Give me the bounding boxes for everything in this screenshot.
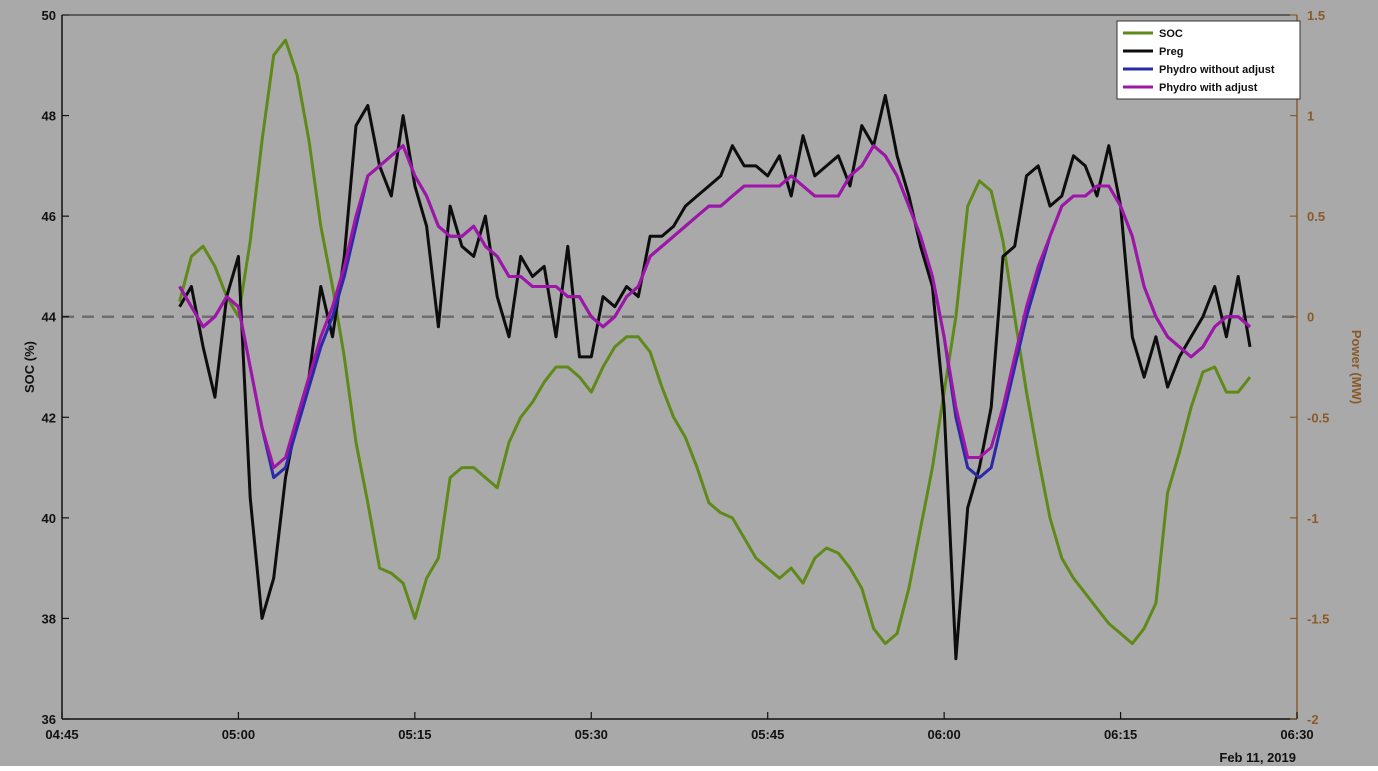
y-axis-right-label: Power (MW) <box>1349 330 1364 404</box>
series-line-soc <box>178 38 1252 646</box>
y-left-tick-label: 42 <box>42 410 56 425</box>
y-left-tick-label: 38 <box>42 611 56 626</box>
y-right-tick-label: 1 <box>1307 109 1314 124</box>
y-right-tick-label: 0 <box>1307 310 1314 325</box>
legend-label: Phydro without adjust <box>1159 64 1275 76</box>
legend: SOC Preg Phydro without adjust Phydro with … <box>1116 20 1301 100</box>
y-right-tick-label: -1 <box>1307 511 1319 526</box>
legend-label: Preg <box>1159 46 1183 58</box>
x-tick-label: 06:30 <box>1280 727 1313 742</box>
y-left-tick-label: 40 <box>42 511 56 526</box>
x-tick-label: 06:00 <box>928 727 961 742</box>
y-left-tick-label: 48 <box>42 109 56 124</box>
date-label: Feb 11, 2019 <box>1219 750 1296 765</box>
legend-label: SOC <box>1159 28 1183 40</box>
y-right-tick-label: -1.5 <box>1307 611 1329 626</box>
y-right-tick-label: 0.5 <box>1307 209 1325 224</box>
x-tick-label: 05:15 <box>398 727 431 742</box>
y-right-tick-label: -0.5 <box>1307 410 1329 425</box>
y-right-tick-label: 1.5 <box>1307 8 1325 23</box>
y-right-tick-label: -2 <box>1307 712 1319 727</box>
series-line-preg <box>178 94 1252 661</box>
x-tick-label: 04:45 <box>45 727 78 742</box>
legend-label: Phydro with adjust <box>1159 82 1258 94</box>
y-left-tick-label: 44 <box>42 310 57 325</box>
x-tick-label: 05:00 <box>222 727 255 742</box>
y-left-tick-label: 50 <box>42 8 56 23</box>
y-left-tick-label: 46 <box>42 209 56 224</box>
series-line-phydro-with-adjust <box>178 144 1251 470</box>
y-left-tick-label: 36 <box>42 712 56 727</box>
x-tick-label: 05:30 <box>575 727 608 742</box>
x-tick-label: 05:45 <box>751 727 784 742</box>
x-tick-label: 06:15 <box>1104 727 1137 742</box>
y-axis-left-label: SOC (%) <box>22 341 37 393</box>
